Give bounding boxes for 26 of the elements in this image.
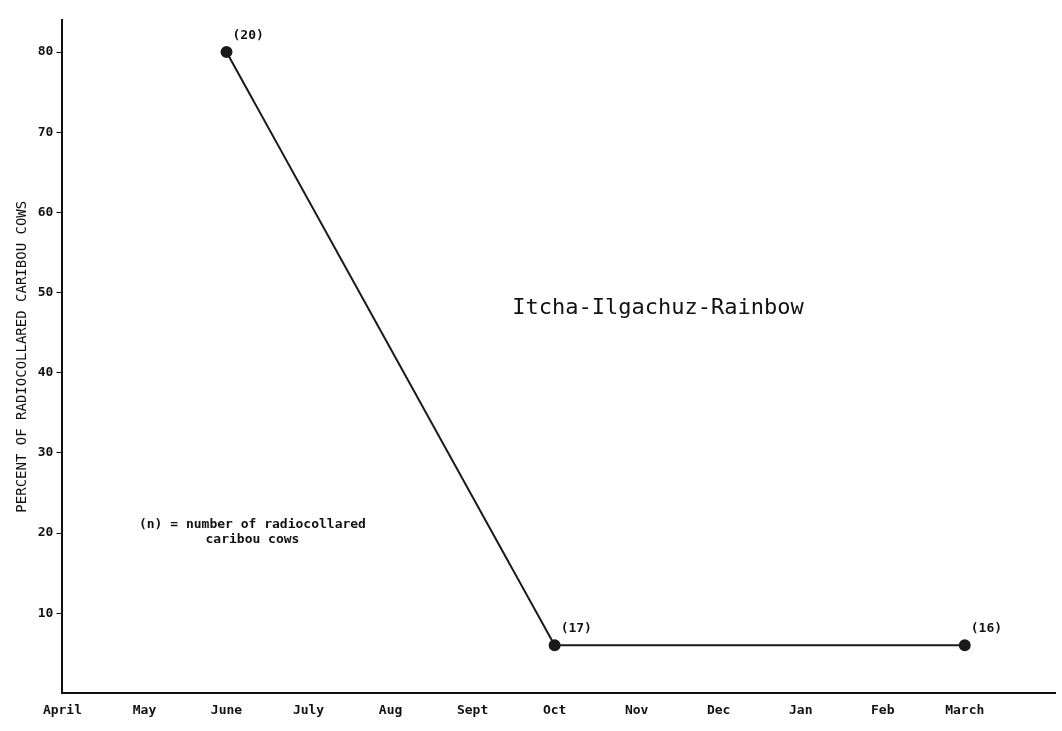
annotation: (16) — [970, 620, 1003, 636]
text: Itcha-Ilgachuz-Rainbow — [512, 294, 805, 320]
y-axis-title: PERCENT OF RADIOCOLLARED CARIBOU COWS — [13, 200, 30, 513]
x-tick-label: May — [132, 701, 157, 717]
annotation: (17) — [560, 620, 592, 636]
y-tick-label: 20 — [37, 524, 54, 540]
x-tick-label: April — [42, 701, 83, 717]
y-tick-label: 10 — [37, 604, 54, 620]
x-tick-label: Feb — [871, 701, 895, 717]
y-tick-label: 50 — [37, 283, 54, 299]
y-tick-label: 80 — [37, 43, 54, 59]
x-tick-label: Jan — [788, 701, 813, 717]
annotation: (20) — [232, 26, 264, 42]
x-tick-label: Sept — [456, 701, 489, 717]
x-tick-label: March — [945, 701, 985, 717]
x-tick-label: Aug — [378, 701, 403, 717]
y-tick-label: 60 — [37, 203, 54, 219]
x-tick-label: July — [292, 701, 325, 717]
y-tick-label: 30 — [37, 444, 54, 460]
y-tick-label: 70 — [37, 123, 54, 139]
x-tick-label: Dec — [706, 701, 731, 717]
x-tick-label: Oct — [542, 701, 567, 717]
y-tick-label: 40 — [37, 364, 54, 380]
x-tick-label: June — [210, 701, 243, 717]
x-tick-label: Nov — [624, 701, 649, 717]
annotation: (n) = number of radiocollared caribou cows — [138, 516, 366, 547]
